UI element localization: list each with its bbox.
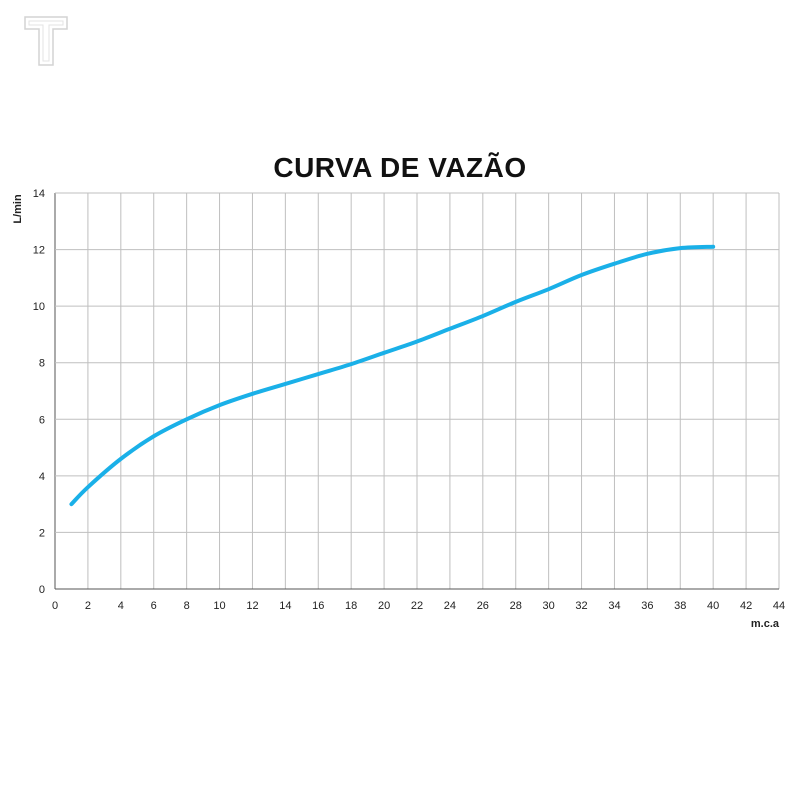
x-tick-label: 24 <box>444 600 456 612</box>
x-tick-label: 20 <box>378 600 390 612</box>
x-tick-label: 6 <box>151 600 157 612</box>
y-tick-label: 14 <box>33 188 45 200</box>
x-tick-label: 30 <box>543 600 555 612</box>
x-tick-label: 10 <box>213 600 225 612</box>
x-tick-label: 0 <box>52 600 58 612</box>
x-tick-label: 22 <box>411 600 423 612</box>
y-tick-label: 4 <box>39 471 45 483</box>
x-axis-label: m.c.a <box>751 618 780 630</box>
x-tick-label: 2 <box>85 600 91 612</box>
x-tick-label: 34 <box>608 600 620 612</box>
x-tick-label: 32 <box>575 600 587 612</box>
y-axis-label: L/min <box>12 194 24 224</box>
x-tick-label: 26 <box>477 600 489 612</box>
x-tick-labels: 0 2 4 6 8 10 12 14 16 18 20 22 24 26 28 30 32 34 36 38 40 42 4… <box>52 600 785 612</box>
x-tick-label: 38 <box>674 600 686 612</box>
x-tick-label: 40 <box>707 600 719 612</box>
y-tick-label: 8 <box>39 358 45 370</box>
grid <box>54 192 780 590</box>
flow-curve-line <box>69 244 716 507</box>
y-tick-label: 0 <box>39 584 45 596</box>
y-tick-label: 2 <box>39 527 45 539</box>
x-tick-label: 12 <box>246 600 258 612</box>
y-tick-label: 6 <box>39 414 45 426</box>
x-tick-label: 4 <box>118 600 124 612</box>
y-tick-label: 12 <box>33 245 45 257</box>
y-tick-labels: 0 2 4 6 8 10 12 14 <box>33 188 45 596</box>
x-tick-label: 28 <box>510 600 522 612</box>
x-tick-label: 16 <box>312 600 324 612</box>
x-tick-label: 8 <box>184 600 190 612</box>
x-tick-label: 44 <box>773 600 785 612</box>
x-tick-label: 18 <box>345 600 357 612</box>
y-tick-label: 10 <box>33 301 45 313</box>
chart-title: CURVA DE VAZÃO <box>273 152 527 183</box>
x-tick-label: 14 <box>279 600 291 612</box>
logo-icon <box>24 16 68 66</box>
x-tick-label: 36 <box>641 600 653 612</box>
x-tick-label: 42 <box>740 600 752 612</box>
